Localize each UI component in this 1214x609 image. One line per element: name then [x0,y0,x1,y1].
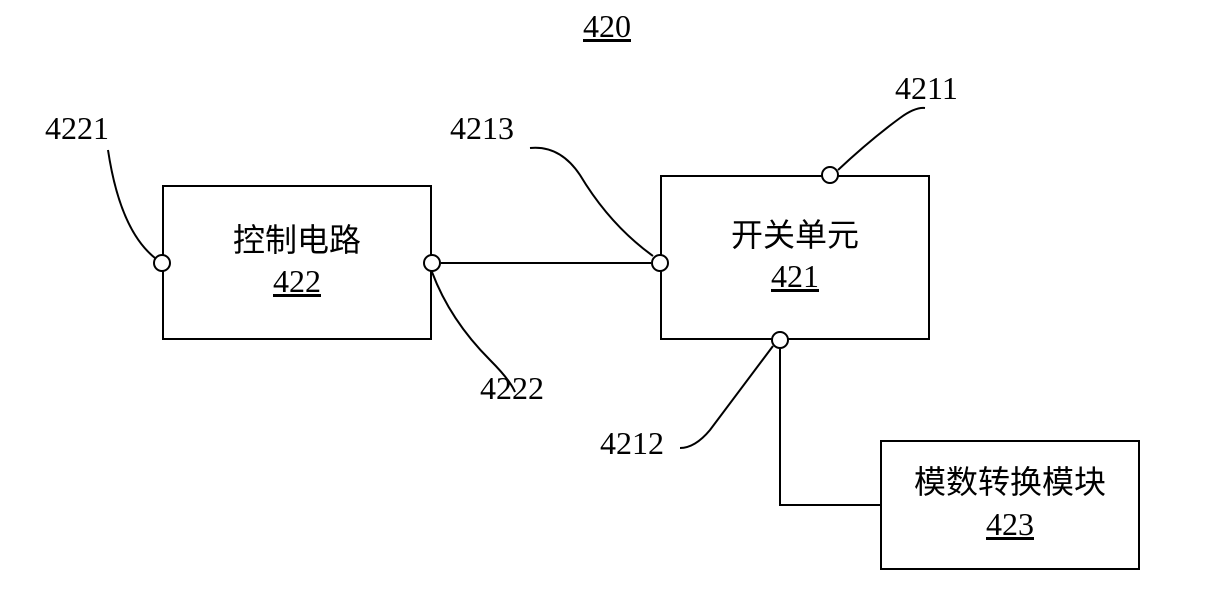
leader-4211 [838,108,925,170]
label-4222: 4222 [480,370,544,407]
label-4211: 4211 [895,70,958,107]
block-control-title: 控制电路 [233,221,361,259]
port-4212 [771,331,789,349]
block-switch-unit: 开关单元 421 [660,175,930,340]
port-4222 [423,254,441,272]
block-adc-module: 模数转换模块 423 [880,440,1140,570]
label-4213: 4213 [450,110,514,147]
diagram-canvas: 420 控制电路 422 开关单元 421 模数转换模块 423 [0,0,1214,609]
port-4221 [153,254,171,272]
block-switch-title: 开关单元 [731,216,859,254]
link-4212-adc [780,349,880,505]
label-4221: 4221 [45,110,109,147]
block-control-circuit: 控制电路 422 [162,185,432,340]
port-4211 [821,166,839,184]
port-4213 [651,254,669,272]
block-switch-number: 421 [771,254,819,299]
leader-4221 [108,150,155,258]
label-4212: 4212 [600,425,664,462]
leader-4213 [530,148,653,256]
block-adc-title: 模数转换模块 [914,463,1106,501]
diagram-header-number: 420 [583,8,631,45]
block-adc-number: 423 [986,502,1034,547]
block-control-number: 422 [273,259,321,304]
leader-4212 [680,346,773,448]
